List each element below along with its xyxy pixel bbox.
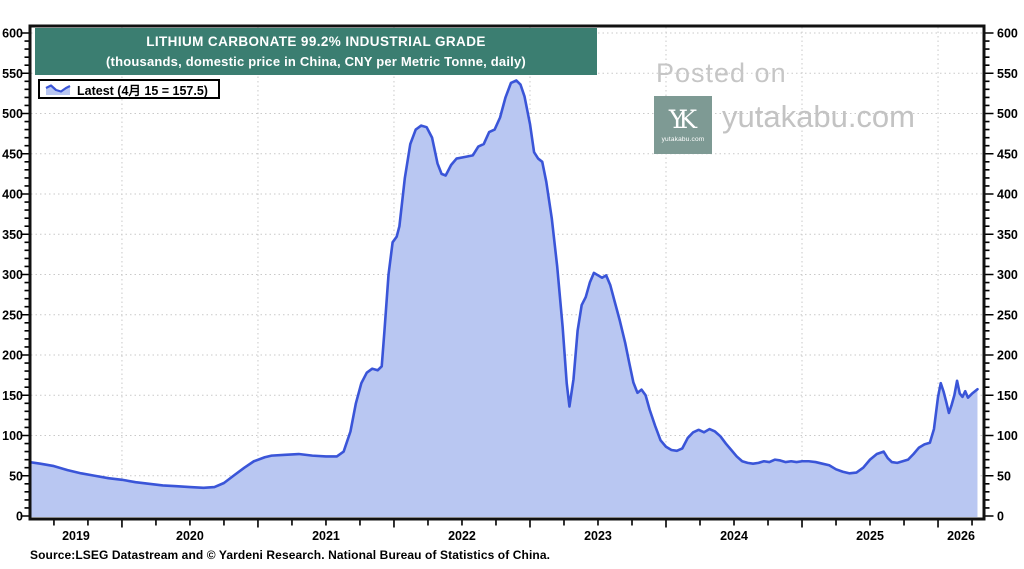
x-tick-label: 2022	[448, 529, 476, 543]
x-tick-label: 2025	[856, 529, 884, 543]
title-banner: LITHIUM CARBONATE 99.2% INDUSTRIAL GRADE…	[35, 28, 597, 75]
x-axis-labels: 2019 2020 2021 2022 2023 2024 2025 2026	[62, 529, 975, 543]
y-tick-label: 0	[997, 510, 1004, 524]
y-tick-label: 200	[997, 349, 1018, 363]
y-tick-label: 0	[16, 510, 23, 524]
y-tick-label: 550	[2, 67, 23, 81]
chart-subtitle: (thousands, domestic price in China, CNY…	[106, 53, 526, 69]
legend-label: Latest (4月 15 = 157.5)	[77, 83, 208, 98]
y-tick-label: 450	[2, 147, 23, 161]
y-tick-label: 350	[2, 228, 23, 242]
y-tick-label: 500	[2, 107, 23, 121]
y-tick-label: 600	[2, 27, 23, 41]
price-area	[31, 80, 978, 517]
x-tick-label: 2019	[62, 529, 90, 543]
source-attribution: Source:LSEG Datastream and © Yardeni Res…	[30, 548, 551, 562]
y-axis-labels-right: 0 50 100 150 200 250 300 350 400 450 500 550 600	[997, 27, 1018, 524]
x-tick-label: 2021	[312, 529, 340, 543]
y-tick-label: 200	[2, 349, 23, 363]
axis-ticks	[20, 32, 994, 528]
x-tick-label: 2026	[947, 529, 975, 543]
yutakabu-logo: YK yutakabu.com	[654, 96, 712, 154]
y-tick-label: 150	[2, 389, 23, 403]
legend-box: Latest (4月 15 = 157.5)	[38, 79, 220, 99]
y-tick-label: 300	[997, 268, 1018, 282]
y-tick-label: 450	[997, 147, 1018, 161]
y-tick-label: 500	[997, 107, 1018, 121]
y-tick-label: 50	[997, 469, 1011, 483]
watermark-site-text: yutakabu.com	[722, 99, 915, 134]
logo-caption: yutakabu.com	[661, 136, 705, 143]
y-tick-label: 100	[997, 429, 1018, 443]
y-tick-label: 100	[2, 429, 23, 443]
x-tick-label: 2024	[720, 529, 748, 543]
y-tick-label: 50	[9, 469, 23, 483]
watermark-posted-on: Posted on	[656, 58, 787, 88]
y-tick-label: 250	[997, 308, 1018, 322]
y-tick-label: 400	[2, 188, 23, 202]
chart-title: LITHIUM CARBONATE 99.2% INDUSTRIAL GRADE	[146, 34, 486, 50]
y-tick-label: 550	[997, 67, 1018, 81]
x-tick-label: 2020	[176, 529, 204, 543]
x-tick-label: 2023	[584, 529, 612, 543]
price-line	[31, 79, 979, 490]
y-tick-label: 300	[2, 268, 23, 282]
logo-monogram: YK	[668, 105, 697, 134]
y-tick-label: 150	[997, 389, 1018, 403]
plot-frame	[28, 24, 986, 521]
legend-swatch-icon	[45, 83, 71, 95]
y-tick-label: 350	[997, 228, 1018, 242]
y-tick-label: 600	[997, 27, 1018, 41]
y-tick-label: 250	[2, 308, 23, 322]
y-axis-labels-left: 0 50 100 150 200 250 300 350 400 450 500 550 600	[2, 27, 23, 524]
y-tick-label: 400	[997, 188, 1018, 202]
